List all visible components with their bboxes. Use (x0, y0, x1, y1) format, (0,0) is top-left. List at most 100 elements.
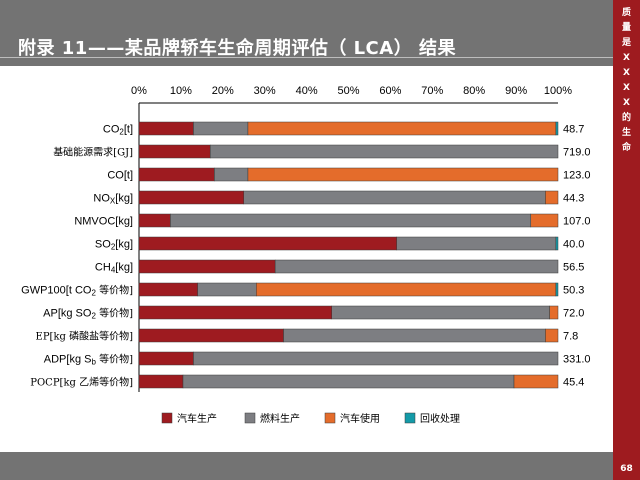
bar-segment-2 (243, 190, 546, 205)
legend-swatch (244, 412, 256, 424)
side-char: X (623, 68, 630, 78)
category-label-subscript: 4 (111, 266, 116, 275)
x-tick-label: 60% (379, 85, 401, 97)
category-label: GWP100[t CO2 等价物] (21, 284, 133, 298)
category-label-part: EP[kg 磷酸盐等价物] (36, 330, 134, 343)
side-char: 质 (621, 8, 631, 18)
category-label: NOX[kg] (93, 193, 133, 206)
category-label-part: [t] (124, 124, 133, 136)
category-label-part: CO (103, 124, 120, 136)
bar-segment-1 (138, 305, 332, 320)
x-tick-label: 70% (421, 85, 443, 97)
bar-segment-1 (138, 259, 276, 274)
category-label-part: [kg] (115, 239, 133, 251)
bar-segment-3 (247, 167, 559, 182)
category-label-part: 基础能源需求[GJ] (53, 146, 133, 159)
title-bar: 附录 11——某品牌轿车生命周期评估（ LCA） 结果 (0, 0, 613, 66)
category-label-part: 等价物] (96, 284, 133, 297)
side-char: X (623, 98, 630, 108)
side-char: X (623, 83, 630, 93)
legend-label: 燃料生产 (260, 412, 300, 425)
total-value-label: 719.0 (563, 147, 591, 159)
category-label: NMVOC[kg] (74, 216, 133, 228)
category-label: CO2[t] (103, 124, 133, 137)
legend-swatch (324, 412, 336, 424)
side-strip: 质 量 是 X X X X 的 生 命 68 (613, 0, 640, 480)
bar-segment-1 (138, 282, 198, 297)
bar-segment-3 (256, 282, 557, 297)
bar-segment-2 (331, 305, 550, 320)
total-value-label: 107.0 (563, 216, 591, 228)
x-tick-label: 30% (254, 85, 276, 97)
total-value-label: 331.0 (563, 354, 591, 366)
total-value-label: 72.0 (563, 308, 584, 320)
category-label: SO2[kg] (95, 239, 133, 252)
page-title: 附录 11——某品牌轿车生命周期评估（ LCA） 结果 (18, 38, 456, 59)
total-value-label: 123.0 (563, 170, 591, 182)
page-number: 68 (620, 464, 633, 474)
x-tick-label: 90% (505, 85, 527, 97)
bar-segment-3 (513, 374, 559, 389)
bar-segment-2 (214, 167, 249, 182)
category-label: CO[t] (107, 170, 133, 182)
category-label-part: CO[t] (107, 170, 133, 182)
bar-segment-3 (549, 305, 559, 320)
side-char: 生 (621, 128, 631, 138)
total-value-label: 40.0 (563, 239, 584, 251)
bar-segment-3 (545, 328, 559, 343)
legend-swatch (404, 412, 416, 424)
category-label: CH4[kg] (95, 262, 133, 275)
bar-segment-3 (530, 213, 559, 228)
bar-segment-3 (545, 190, 559, 205)
side-char: 是 (621, 38, 631, 48)
bar-segment-3 (247, 121, 557, 136)
bar-segment-2 (193, 351, 559, 366)
category-label-part: GWP100[t CO (21, 285, 92, 297)
category-label-part: AP[kg SO (43, 308, 92, 320)
bar-segment-2 (193, 121, 249, 136)
total-value-label: 50.3 (563, 285, 584, 297)
bar-segment-1 (138, 213, 171, 228)
stacked-bar-chart: 0% 10% 20% 30% 40% 50% 60% 70% 80% 90% 100%CO2[t] 4… (21, 85, 591, 425)
category-label: 基础能源需求[GJ] (53, 146, 133, 159)
side-char: 量 (621, 23, 631, 33)
category-label-part: ADP[kg S (44, 354, 92, 366)
total-value-label: 44.3 (563, 193, 584, 205)
bar-segment-1 (138, 374, 184, 389)
side-char: 命 (621, 143, 631, 153)
bar-segment-4 (555, 121, 559, 136)
legend-label: 汽车使用 (340, 412, 380, 425)
legend-label: 回收处理 (420, 412, 460, 425)
category-label-part: SO (95, 239, 111, 251)
category-label-subscript: 2 (119, 128, 124, 137)
x-tick-label: 80% (463, 85, 485, 97)
bar-segment-1 (138, 190, 244, 205)
bar-segment-2 (197, 282, 257, 297)
category-label-part: [kg] (115, 262, 133, 274)
bar-segment-2 (209, 144, 559, 159)
category-label-subscript: 2 (111, 243, 116, 252)
bar-segment-2 (274, 259, 559, 274)
bar-segment-1 (138, 121, 194, 136)
x-tick-label: 10% (170, 85, 192, 97)
bar-segment-2 (283, 328, 546, 343)
bar-segment-1 (138, 351, 194, 366)
category-label-part: NO (93, 193, 110, 205)
footer-bar (0, 452, 613, 480)
category-label: POCP[kg 乙烯等价物] (30, 376, 133, 389)
bar-segment-4 (555, 236, 559, 251)
x-tick-label: 100% (544, 85, 572, 97)
category-label: AP[kg SO2 等价物] (43, 307, 133, 321)
total-value-label: 7.8 (563, 331, 578, 343)
bar-segment-2 (170, 213, 532, 228)
x-tick-label: 50% (337, 85, 359, 97)
category-label-part: 等价物] (96, 353, 133, 366)
bar-segment-1 (138, 144, 211, 159)
total-value-label: 56.5 (563, 262, 584, 274)
bar-segment-4 (555, 282, 559, 297)
total-value-label: 48.7 (563, 124, 584, 136)
category-label-part: POCP[kg 乙烯等价物] (30, 376, 133, 389)
x-tick-label: 20% (212, 85, 234, 97)
x-tick-label: 40% (296, 85, 318, 97)
side-char: 的 (621, 113, 631, 123)
